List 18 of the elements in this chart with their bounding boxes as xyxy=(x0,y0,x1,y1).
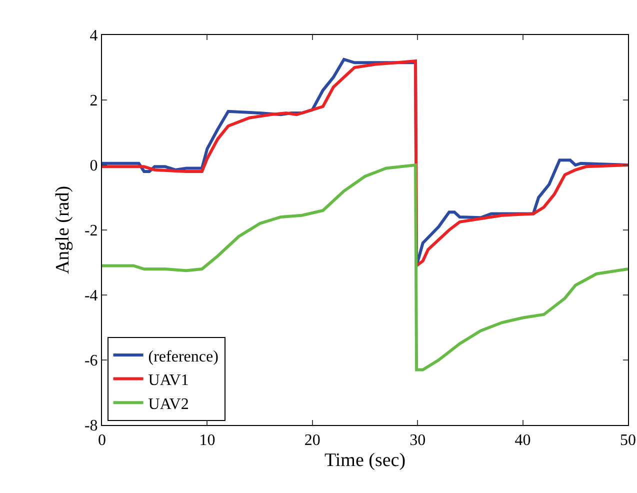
y-tick-label: 4 xyxy=(90,28,98,45)
y-tick-label: -4 xyxy=(84,288,98,305)
y-tick-label: -6 xyxy=(84,352,98,370)
x-tick-label: 40 xyxy=(514,432,531,450)
y-tick-label: 0 xyxy=(90,158,98,175)
x-tick-label: 10 xyxy=(199,432,216,450)
line-series xyxy=(102,164,628,372)
x-tick-label: 50 xyxy=(620,432,636,450)
y-tick-label: 2 xyxy=(90,92,98,110)
y-tick-label: -2 xyxy=(84,222,98,240)
y-tick-label: -8 xyxy=(84,418,98,435)
legend-label: (reference) xyxy=(148,348,218,366)
legend-label: UAV2 xyxy=(148,396,189,413)
x-tick-label: 20 xyxy=(304,432,320,450)
x-tick-label: 30 xyxy=(410,432,426,450)
legend-label: UAV1 xyxy=(148,372,189,390)
y-axis-title: Angle (rad) xyxy=(52,186,74,274)
x-axis-title: Time (sec) xyxy=(324,450,406,471)
